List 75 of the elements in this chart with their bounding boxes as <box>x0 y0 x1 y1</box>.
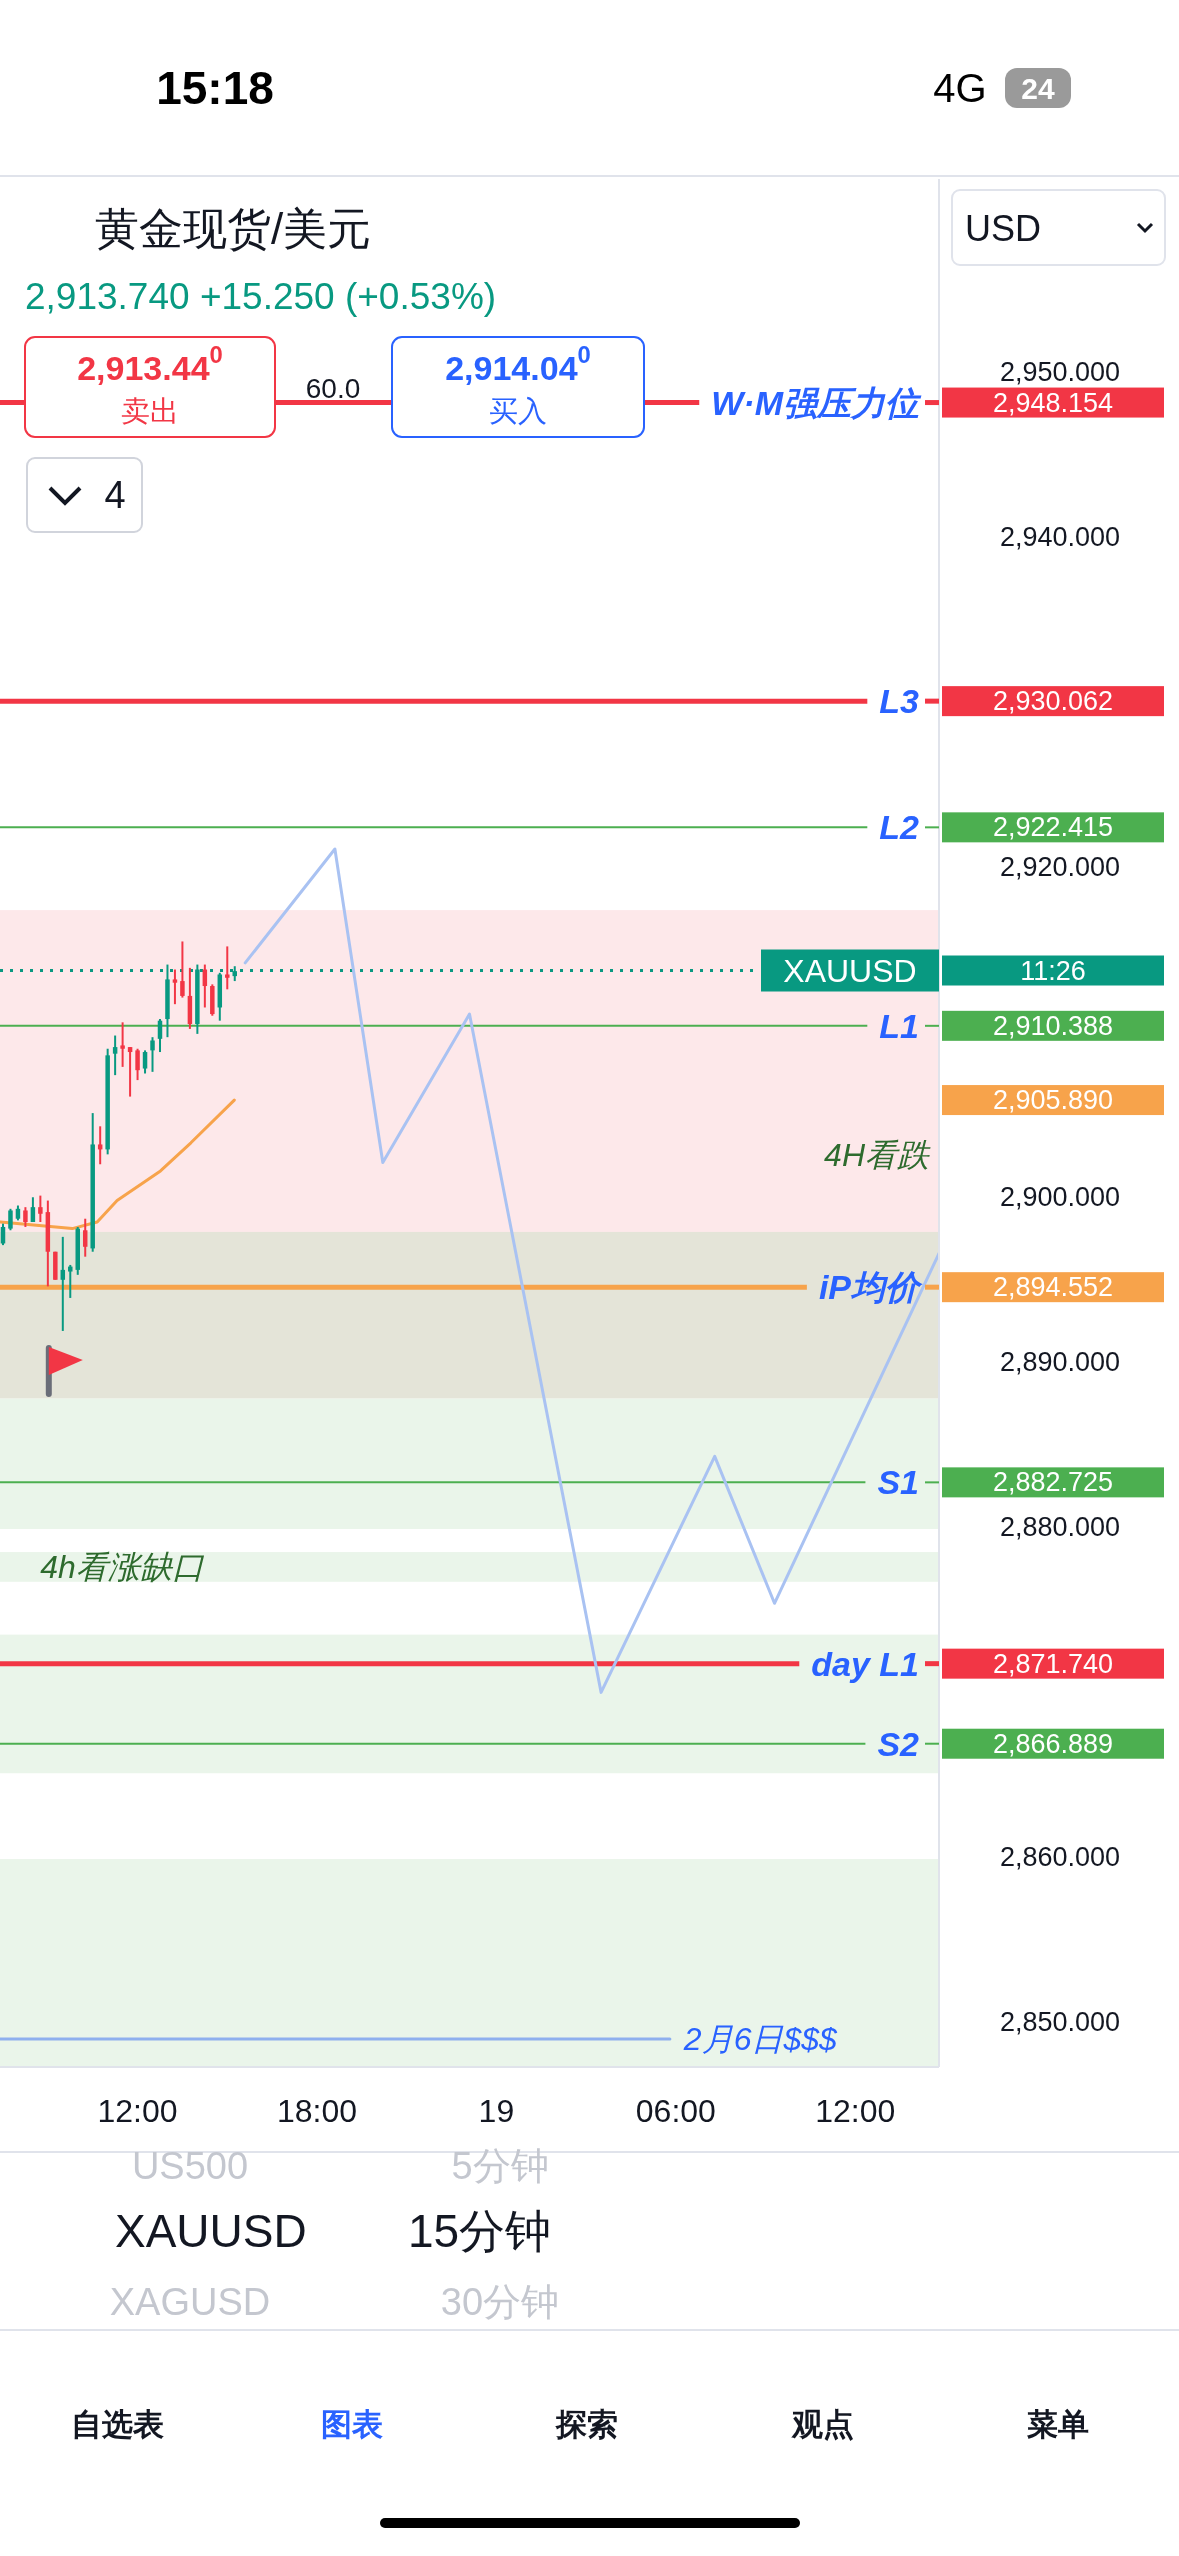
y-tick-label: 2,880.000 <box>999 1512 1121 1543</box>
ref-line-label: L1 <box>879 1006 919 1045</box>
candlestick <box>172 968 178 1006</box>
ref-line-label: L2 <box>879 808 920 847</box>
text: 2,922.415 <box>992 812 1114 843</box>
x-tick-label: 12:00 <box>97 2093 178 2129</box>
band-label: 4H看跌 <box>824 1136 931 1173</box>
x-tick-label: 18:00 <box>276 2093 358 2129</box>
text: 15:18 <box>156 62 274 114</box>
text: 黄金现货/美元 <box>95 203 372 253</box>
candlestick <box>135 1047 140 1082</box>
text: XAGUSD <box>109 2281 271 2323</box>
y-tick-label: 2,850.000 <box>999 2007 1121 2038</box>
ref-line-label: iP均价 <box>818 1268 923 1307</box>
text: 2,913.740 +15.250 (+0.53%) <box>25 275 497 317</box>
y-tick-label: 2,890.000 <box>999 1347 1121 1378</box>
text: 2,930.062 <box>992 686 1114 717</box>
y-tick-label: 2,900.000 <box>999 1182 1121 1213</box>
text: 自选表 <box>70 2406 164 2442</box>
text: 5分钟 <box>451 2145 549 2187</box>
text: 观点 <box>791 2406 854 2442</box>
text: 图表 <box>321 2406 383 2442</box>
text: 30分钟 <box>440 2281 560 2323</box>
band-label: 4h看涨缺口 <box>40 1548 205 1585</box>
candlestick <box>225 945 230 991</box>
y-tick-label: 2,860.000 <box>999 1842 1121 1873</box>
annotation: 4 <box>104 474 126 516</box>
ref-line-label: S1 <box>877 1463 919 1502</box>
candlestick <box>60 1235 66 1332</box>
text: 菜单 <box>1026 2406 1089 2442</box>
candlestick <box>82 1217 88 1258</box>
candlestick <box>30 1196 36 1224</box>
candlestick <box>142 1049 148 1075</box>
candlestick <box>120 1021 125 1068</box>
candlestick <box>180 940 185 999</box>
annotation: 2,913.44$^{0}$ <box>77 341 223 387</box>
text: 15分钟 <box>408 2205 552 2257</box>
ref-line-label: S2 <box>877 1724 920 1763</box>
annotation: 买入 <box>489 395 547 427</box>
text: 4G <box>933 66 987 110</box>
text: 2,871.740 <box>992 1648 1114 1679</box>
text: 2,905.890 <box>992 1085 1114 1116</box>
candlestick <box>97 1125 103 1166</box>
text: XAUUSD <box>115 2205 307 2257</box>
x-tick-label: 12:00 <box>815 2093 896 2129</box>
candlestick <box>23 1206 28 1228</box>
ref-line-label: day L1 <box>811 1644 919 1683</box>
text: 2,910.388 <box>992 1010 1114 1041</box>
text: 2,894.552 <box>992 1272 1114 1303</box>
annotation: 卖出 <box>121 395 179 427</box>
x-tick-label: 19 <box>478 2093 515 2129</box>
candlestick <box>8 1207 13 1232</box>
y-tick-label: 2,940.000 <box>999 522 1121 553</box>
candlestick <box>150 1036 155 1073</box>
ref-line-label: L3 <box>879 682 920 721</box>
text: 24 <box>1021 71 1055 105</box>
text: 2,948.154 <box>992 387 1114 418</box>
series-label: 2月6日$$$ <box>682 2020 839 2057</box>
candlestick <box>112 1034 118 1077</box>
text: USD <box>965 207 1042 249</box>
candlestick <box>68 1263 73 1299</box>
y-tick-label: 2,920.000 <box>999 852 1121 883</box>
ref-line-label: XAUUSD <box>783 952 917 989</box>
text: 探索 <box>555 2406 618 2442</box>
x-tick-label: 06:00 <box>635 2093 716 2129</box>
ref-line-label: W·M强压力位 <box>711 383 922 422</box>
text: 11:26 <box>1020 955 1086 986</box>
text: 2,866.889 <box>992 1728 1114 1759</box>
y-tick-label: 2,950.000 <box>999 357 1121 388</box>
annotation: 60.0 <box>305 372 361 404</box>
candlestick <box>38 1194 43 1224</box>
text: US500 <box>131 2145 249 2187</box>
text: 2,882.725 <box>992 1467 1114 1498</box>
annotation: 2,914.04$^{0}$ <box>445 341 591 387</box>
candlestick <box>127 1046 133 1098</box>
